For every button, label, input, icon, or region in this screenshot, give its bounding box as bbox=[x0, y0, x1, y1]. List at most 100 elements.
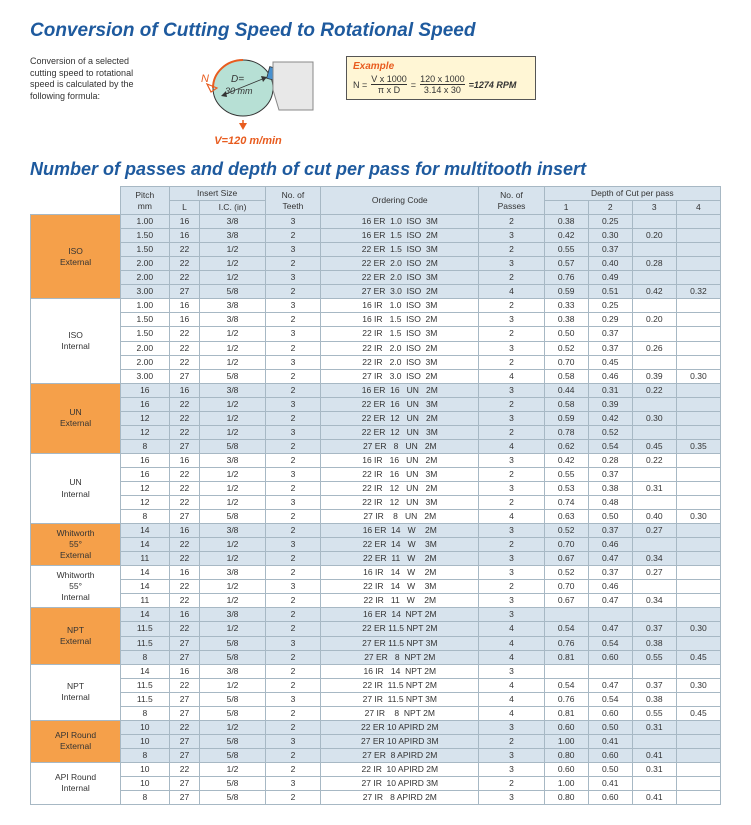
cell-depth-1: 0.80 bbox=[544, 791, 588, 805]
cell-depth-4 bbox=[676, 608, 720, 622]
cell-code: 16 ER 14 NPT 2M bbox=[321, 608, 479, 622]
cell-code: 22 ER 2.0 ISO 3M bbox=[321, 271, 479, 285]
cell-depth-4: 0.30 bbox=[676, 510, 720, 524]
cell-code: 22 IR 16 UN 3M bbox=[321, 467, 479, 481]
cell-L: 27 bbox=[169, 636, 200, 650]
svg-text:30 mm: 30 mm bbox=[225, 86, 253, 96]
cell-pitch: 1.50 bbox=[121, 313, 169, 327]
cell-L: 16 bbox=[169, 229, 200, 243]
table-row: 12221/2222 ER 12 UN 2M30.590.420.30 bbox=[31, 411, 721, 425]
example-eq1: = bbox=[411, 80, 416, 90]
cell-IC: 3/8 bbox=[200, 453, 265, 467]
cell-depth-1: 0.50 bbox=[544, 327, 588, 341]
hdr-teeth: No. of Teeth bbox=[265, 187, 321, 215]
formula-text: Conversion of a selected cutting speed t… bbox=[30, 50, 150, 103]
cell-pitch: 16 bbox=[121, 467, 169, 481]
cell-depth-3: 0.34 bbox=[632, 552, 676, 566]
cell-depth-4 bbox=[676, 552, 720, 566]
cell-teeth: 3 bbox=[265, 776, 321, 790]
cell-depth-2: 0.60 bbox=[588, 650, 632, 664]
cell-depth-2: 0.54 bbox=[588, 439, 632, 453]
hdr-insert: Insert Size bbox=[169, 187, 265, 201]
cell-pitch: 2.00 bbox=[121, 271, 169, 285]
table-row: API Round Internal10221/2222 IR 10 APIRD… bbox=[31, 762, 721, 776]
cell-depth-2: 0.41 bbox=[588, 734, 632, 748]
cell-L: 22 bbox=[169, 762, 200, 776]
cell-depth-2: 0.37 bbox=[588, 524, 632, 538]
cell-pitch: 3.00 bbox=[121, 285, 169, 299]
cell-L: 27 bbox=[169, 285, 200, 299]
cell-depth-3 bbox=[632, 355, 676, 369]
cell-depth-4: 0.35 bbox=[676, 439, 720, 453]
hdr-d1: 1 bbox=[544, 201, 588, 215]
cell-depth-4 bbox=[676, 243, 720, 257]
cell-IC: 3/8 bbox=[200, 664, 265, 678]
cell-L: 22 bbox=[169, 243, 200, 257]
cell-passes: 2 bbox=[479, 467, 544, 481]
table-row: API Round External10221/2222 ER 10 APIRD… bbox=[31, 720, 721, 734]
cell-passes: 3 bbox=[479, 383, 544, 397]
cell-passes: 2 bbox=[479, 425, 544, 439]
group-label: NPT Internal bbox=[31, 664, 121, 720]
cell-pitch: 14 bbox=[121, 664, 169, 678]
cell-depth-3: 0.41 bbox=[632, 791, 676, 805]
cell-depth-1: 0.76 bbox=[544, 692, 588, 706]
cell-L: 22 bbox=[169, 467, 200, 481]
example-top1: V x 1000 bbox=[371, 74, 407, 84]
cell-pitch: 2.00 bbox=[121, 341, 169, 355]
cell-pitch: 11 bbox=[121, 594, 169, 608]
cell-depth-3: 0.55 bbox=[632, 650, 676, 664]
cell-code: 27 IR 8 UN 2M bbox=[321, 510, 479, 524]
cell-L: 16 bbox=[169, 524, 200, 538]
cell-depth-1: 0.76 bbox=[544, 271, 588, 285]
cell-teeth: 2 bbox=[265, 510, 321, 524]
cell-passes: 2 bbox=[479, 776, 544, 790]
cell-L: 22 bbox=[169, 552, 200, 566]
cell-code: 22 ER 11.5 NPT 2M bbox=[321, 622, 479, 636]
cell-depth-4 bbox=[676, 636, 720, 650]
cell-IC: 3/8 bbox=[200, 299, 265, 313]
cell-code: 22 IR 2.0 ISO 2M bbox=[321, 341, 479, 355]
cell-code: 22 ER 12 UN 2M bbox=[321, 411, 479, 425]
cell-depth-2: 0.28 bbox=[588, 453, 632, 467]
cell-pitch: 14 bbox=[121, 524, 169, 538]
cell-code: 27 IR 8 APIRD 2M bbox=[321, 791, 479, 805]
cell-teeth: 2 bbox=[265, 566, 321, 580]
hdr-L: L bbox=[169, 201, 200, 215]
cell-pitch: 8 bbox=[121, 748, 169, 762]
cell-pitch: 1.00 bbox=[121, 299, 169, 313]
cell-code: 27 ER 10 APIRD 3M bbox=[321, 734, 479, 748]
cell-depth-2: 0.47 bbox=[588, 594, 632, 608]
cell-teeth: 3 bbox=[265, 397, 321, 411]
cell-depth-1: 0.52 bbox=[544, 566, 588, 580]
cell-passes: 4 bbox=[479, 622, 544, 636]
cell-depth-3 bbox=[632, 243, 676, 257]
cell-passes: 4 bbox=[479, 692, 544, 706]
cell-pitch: 10 bbox=[121, 720, 169, 734]
cell-depth-3: 0.55 bbox=[632, 706, 676, 720]
cell-depth-3: 0.37 bbox=[632, 622, 676, 636]
cell-teeth: 2 bbox=[265, 594, 321, 608]
cell-L: 22 bbox=[169, 327, 200, 341]
cell-teeth: 2 bbox=[265, 285, 321, 299]
cell-depth-3 bbox=[632, 734, 676, 748]
cell-IC: 1/2 bbox=[200, 341, 265, 355]
cell-L: 16 bbox=[169, 383, 200, 397]
cell-depth-3: 0.45 bbox=[632, 439, 676, 453]
cell-code: 22 ER 10 APIRD 2M bbox=[321, 720, 479, 734]
cell-IC: 5/8 bbox=[200, 734, 265, 748]
cell-IC: 3/8 bbox=[200, 313, 265, 327]
cell-depth-4 bbox=[676, 355, 720, 369]
cell-depth-3 bbox=[632, 776, 676, 790]
cell-depth-3: 0.31 bbox=[632, 481, 676, 495]
cell-code: 16 ER 14 W 2M bbox=[321, 524, 479, 538]
cell-depth-3: 0.31 bbox=[632, 720, 676, 734]
cell-IC: 5/8 bbox=[200, 369, 265, 383]
cell-depth-1: 0.42 bbox=[544, 229, 588, 243]
cell-L: 27 bbox=[169, 650, 200, 664]
cell-depth-3: 0.34 bbox=[632, 594, 676, 608]
svg-text:D=: D= bbox=[231, 74, 244, 85]
cell-IC: 1/2 bbox=[200, 496, 265, 510]
table-row: UN External16163/8216 ER 16 UN 2M30.440.… bbox=[31, 383, 721, 397]
cell-code: 22 ER 12 UN 3M bbox=[321, 425, 479, 439]
